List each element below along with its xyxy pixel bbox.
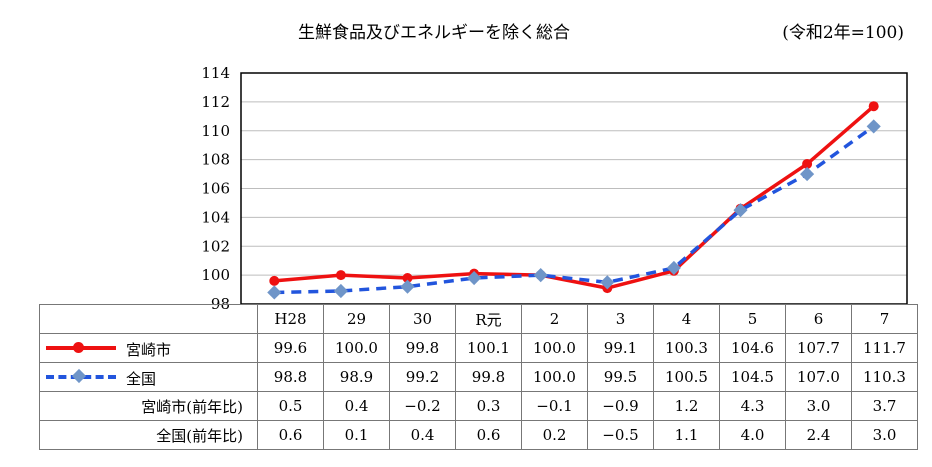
series-lines	[267, 101, 881, 300]
y-tick-label: 102	[201, 237, 230, 255]
table-cell: 3.0	[785, 391, 852, 421]
data-point-0-1	[335, 270, 346, 281]
table-row: 宮崎市 99.6 100.0 99.8 100.1 100.0 99.1 100.3 104.6…	[39, 333, 918, 363]
data-point-1-0	[267, 285, 282, 300]
table-cell: 0.3	[455, 391, 522, 421]
table-cell: 0.4	[323, 391, 390, 421]
x-tick-label: 5	[719, 304, 786, 334]
grid-lines	[241, 101, 907, 276]
y-tick-label: 106	[201, 180, 230, 198]
table-row: 全国(前年比) 0.6 0.1 0.4 0.6 0.2 −0.5 1.1 4.0 2.4 3.0	[39, 420, 918, 450]
table-cell: −0.9	[587, 391, 654, 421]
data-label: 99.8	[389, 333, 456, 363]
table-cell: 3.0	[851, 420, 918, 450]
data-label: 100.0	[521, 362, 588, 392]
y-tick-label: 112	[201, 93, 230, 111]
y-tick-label: 110	[201, 122, 230, 140]
data-label: 100.1	[455, 333, 522, 363]
data-point-1-4	[533, 268, 548, 283]
y-tick-label: 100	[201, 266, 230, 284]
table-cell: −0.1	[521, 391, 588, 421]
table-cell: 1.2	[653, 391, 720, 421]
table-cell: −0.5	[587, 420, 654, 450]
x-tick-label: 30	[389, 304, 456, 334]
unit-note: (令和2年=100)	[782, 23, 904, 43]
table-row: 全国 98.8 98.9 99.2 99.8 100.0 99.5 100.5 104.5 107…	[39, 362, 918, 392]
data-label: 99.8	[455, 362, 522, 392]
chart-title-text: 生鮮食品及びエネルギーを除く総合	[298, 23, 570, 43]
legend-entry: 全国	[39, 362, 258, 392]
data-label: 98.9	[323, 362, 390, 392]
row-label: 宮崎市(前年比)	[39, 391, 258, 421]
table-cell: 0.2	[521, 420, 588, 450]
data-label: 100.5	[653, 362, 720, 392]
series-line-0	[274, 104, 875, 290]
table-cell: −0.2	[389, 391, 456, 421]
data-point-1-2	[400, 279, 415, 294]
table-cell: 2.4	[785, 420, 852, 450]
legend-diamond-marker	[71, 368, 87, 384]
data-label: 107.0	[785, 362, 852, 392]
data-point-1-3	[467, 270, 482, 286]
data-label: 111.7	[851, 333, 918, 363]
data-label: 99.6	[257, 333, 324, 363]
data-label: 98.8	[257, 362, 324, 392]
x-tick-label: 29	[323, 304, 390, 334]
data-point-1-7	[733, 203, 748, 218]
x-tick-label: 7	[851, 304, 918, 334]
data-point-1-5	[600, 275, 615, 290]
legend-label: 全国	[126, 370, 157, 388]
table-cell: 4.0	[719, 420, 786, 450]
data-label: 99.5	[587, 362, 654, 392]
x-tick-label: 6	[785, 304, 852, 334]
row-label: 全国(前年比)	[39, 420, 258, 450]
data-point-0-2	[402, 273, 413, 284]
table-header-row: H28 29 30 R元 2 3 4 5 6 7	[39, 304, 918, 334]
x-tick-label: H28	[257, 304, 324, 334]
data-label: 100.0	[521, 333, 588, 363]
table-corner	[39, 304, 258, 334]
data-label: 107.7	[785, 333, 852, 363]
y-tick-label: 114	[201, 64, 230, 82]
data-point-0-9	[868, 101, 879, 112]
table-cell: 0.4	[389, 420, 456, 450]
x-tick-label: 4	[653, 304, 720, 334]
y-tick-label: 108	[201, 151, 230, 169]
table-cell: 0.6	[257, 420, 324, 450]
table-row: 宮崎市(前年比) 0.5 0.4 −0.2 0.3 −0.1 −0.9 1.2 4.3 3.0 3.…	[39, 391, 918, 421]
series-line-1	[274, 124, 875, 295]
data-point-1-9	[866, 119, 881, 134]
data-label: 99.1	[587, 333, 654, 363]
table-cell: 0.5	[257, 391, 324, 421]
legend-circle-marker	[73, 342, 84, 353]
table-cell: 1.1	[653, 420, 720, 450]
legend-entry: 宮崎市	[39, 333, 258, 363]
x-tick-label: 2	[521, 304, 588, 334]
data-label: 99.2	[389, 362, 456, 392]
data-point-1-6	[666, 260, 681, 275]
data-point-1-1	[333, 283, 348, 299]
data-label: 100.3	[653, 333, 720, 363]
x-tick-label: R元	[455, 304, 522, 334]
data-label: 104.6	[719, 333, 786, 363]
legend-label: 宮崎市	[126, 341, 172, 359]
data-point-0-8	[802, 158, 813, 169]
table-cell: 0.1	[323, 420, 390, 450]
data-label: 104.5	[719, 362, 786, 392]
data-label: 110.3	[851, 362, 918, 392]
table-cell: 4.3	[719, 391, 786, 421]
data-table: H28 29 30 R元 2 3 4 5 6 7 宮崎市 99.6 100.0 99.8 100.1 100.…	[39, 304, 918, 450]
data-label: 100.0	[323, 333, 390, 363]
x-tick-label: 3	[587, 304, 654, 334]
table-cell: 3.7	[851, 391, 918, 421]
data-point-1-8	[800, 166, 815, 182]
table-cell: 0.6	[455, 420, 522, 450]
data-point-0-0	[269, 275, 280, 286]
y-tick-label: 104	[201, 208, 230, 226]
